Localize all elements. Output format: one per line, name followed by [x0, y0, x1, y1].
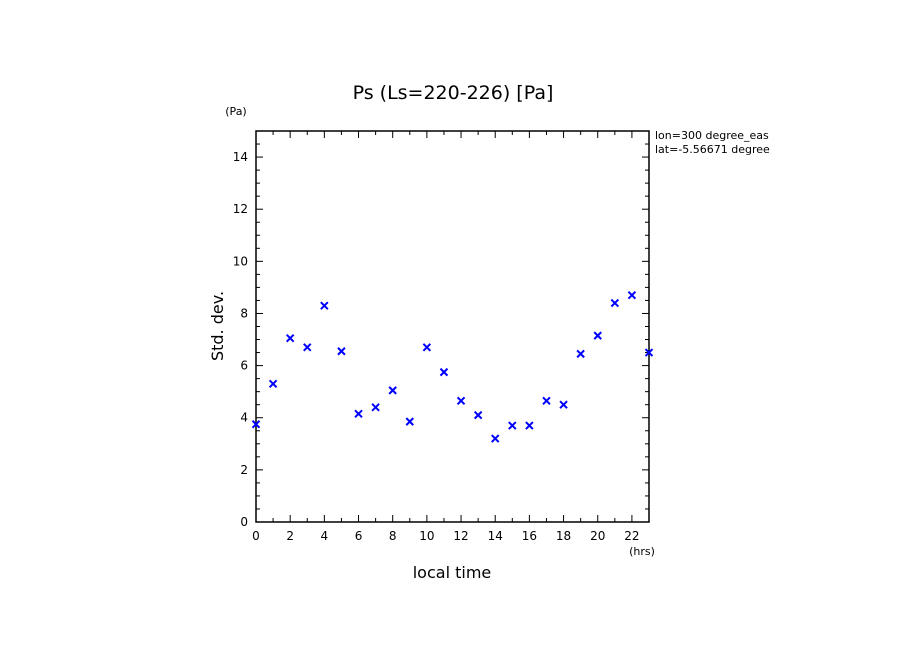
data-point: [627, 291, 637, 300]
data-point: [491, 434, 500, 443]
chart-title: Ps (Ls=220-226) [Pa]: [353, 82, 554, 104]
x-tick-label: 20: [590, 529, 605, 543]
data-point: [508, 421, 517, 430]
y-tick-label: 2: [240, 463, 248, 477]
y-unit-label: (Pa): [225, 105, 246, 118]
x-tick-label: 6: [355, 529, 363, 543]
ticks: 0 2 4 6 8 10 12 14 16 18 20 22 0 2 4 6 8 10 12 14: [233, 130, 650, 543]
data-point: [473, 410, 483, 420]
data-point: [593, 331, 602, 340]
y-tick-label: 4: [240, 411, 248, 425]
x-tick-label: 0: [252, 529, 260, 543]
data-point: [337, 347, 346, 356]
data-point: [371, 403, 380, 412]
data-point: [525, 421, 534, 430]
data-point: [610, 298, 620, 308]
y-tick-label: 6: [240, 359, 248, 373]
data-point: [303, 343, 312, 352]
x-tick-label: 16: [522, 529, 537, 543]
y-tick-label: 0: [240, 515, 248, 529]
data-points: [251, 291, 654, 443]
axes: [255, 130, 650, 523]
annotation-lon: lon=300 degree_eas: [655, 129, 769, 142]
plot-frame: [255, 130, 650, 523]
data-point: [644, 348, 654, 357]
y-tick-label: 8: [240, 306, 248, 320]
data-point: [559, 400, 568, 409]
y-tick-label: 12: [233, 202, 248, 216]
data-point: [285, 334, 295, 343]
data-point: [388, 386, 397, 395]
data-point: [251, 420, 261, 429]
data-point: [320, 301, 329, 310]
x-axis-label: local time: [413, 563, 492, 582]
x-tick-label: 10: [419, 529, 434, 543]
x-tick-label: 18: [556, 529, 571, 543]
data-point: [456, 396, 466, 405]
y-tick-label: 10: [233, 254, 248, 268]
data-point: [354, 409, 363, 419]
y-axis-label: Std. dev.: [208, 291, 227, 361]
x-tick-label: 2: [286, 529, 294, 543]
data-point: [576, 349, 585, 359]
x-tick-label: 8: [389, 529, 397, 543]
x-tick-label: 12: [453, 529, 468, 543]
x-tick-label: 14: [488, 529, 503, 543]
x-tick-label: 4: [321, 529, 329, 543]
data-point: [542, 396, 551, 405]
y-tick-label: 14: [233, 150, 248, 164]
data-point: [268, 379, 278, 389]
data-point: [439, 367, 449, 377]
data-point: [405, 417, 414, 426]
x-unit-label: (hrs): [629, 545, 655, 558]
annotation-lat: lat=-5.56671 degree: [655, 143, 770, 156]
x-tick-label: 22: [624, 529, 639, 543]
data-point: [422, 343, 432, 352]
